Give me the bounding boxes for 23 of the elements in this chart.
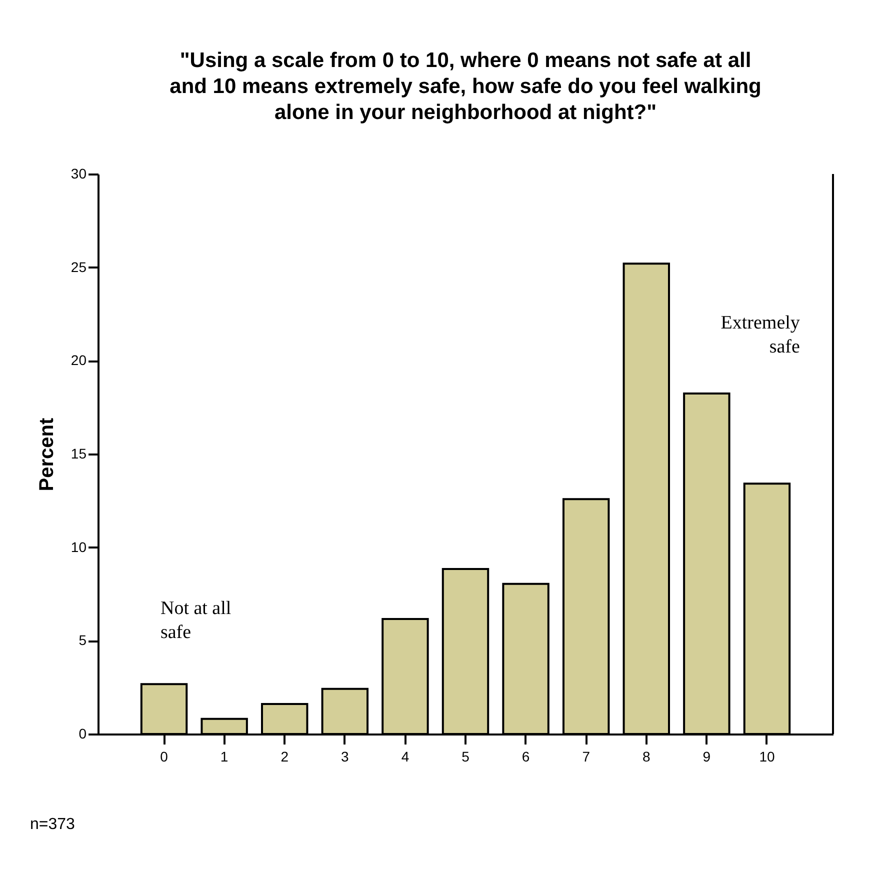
x-tick-label: 6 xyxy=(522,748,530,764)
text: n=373 xyxy=(30,816,76,833)
y-axis-title: Percent xyxy=(36,417,58,492)
y-tick-label: 10 xyxy=(70,538,87,555)
y-tick-label: 15 xyxy=(70,446,87,462)
x-tick-label: 3 xyxy=(341,748,350,764)
y-tick-label: 30 xyxy=(70,166,87,182)
x-tick-label: 4 xyxy=(401,748,410,764)
x-tick-label: 9 xyxy=(702,748,711,764)
x-tick-label: 0 xyxy=(160,748,168,764)
y-tick-label: 25 xyxy=(70,258,87,275)
chart-title: "Using a scale from 0 to 10, where 0 means not safe at all and 10 means extremely safe, how safe do you feel walking alone in your neighborhood at night?" xyxy=(170,49,762,124)
x-tick-label: 1 xyxy=(220,748,228,764)
x-tick-label: 7 xyxy=(582,748,590,764)
y-tick-label: 20 xyxy=(70,352,87,368)
annotation: Extremely safe xyxy=(720,312,800,358)
x-tick-label: 5 xyxy=(462,748,470,764)
annotation: Not at all safe xyxy=(160,598,232,643)
x-tick-label: 2 xyxy=(280,748,289,764)
x-tick-label: 8 xyxy=(642,748,650,764)
y-tick-label: 5 xyxy=(78,632,87,648)
y-tick-label: 0 xyxy=(78,726,87,742)
x-tick-label: 10 xyxy=(759,748,775,764)
